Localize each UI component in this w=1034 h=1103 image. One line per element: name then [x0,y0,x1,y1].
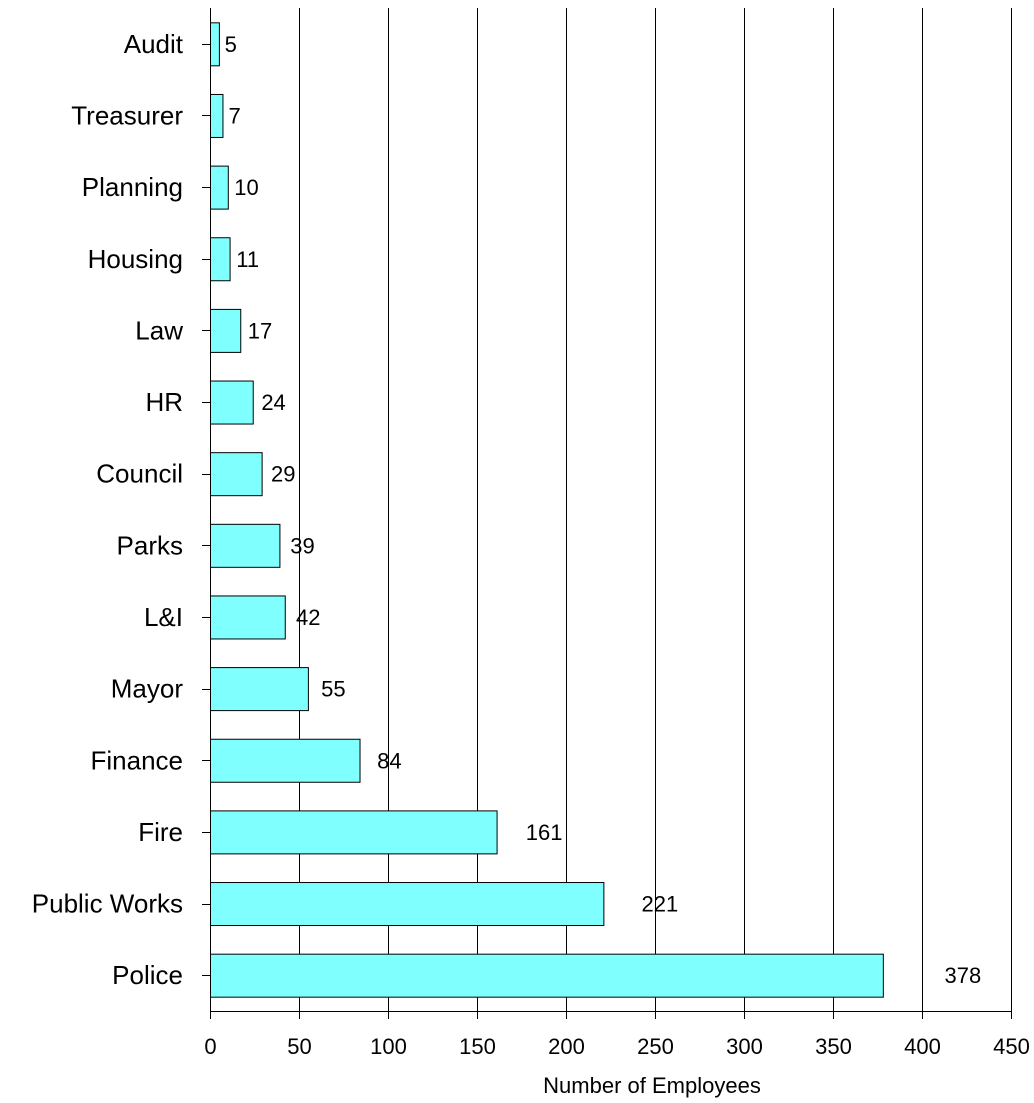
x-tick-label: 0 [204,1034,216,1059]
category-label: Fire [138,817,183,847]
category-label: Mayor [111,674,184,704]
data-label: 29 [271,462,295,487]
category-label: Police [112,960,183,990]
category-label: Parks [117,530,183,560]
x-tick-label: 450 [993,1034,1030,1059]
x-tick-label: 50 [287,1034,311,1059]
data-label: 55 [321,677,345,702]
category-label: HR [145,387,183,417]
x-tick-label: 150 [459,1034,496,1059]
x-tick-label: 350 [815,1034,852,1059]
bar [210,738,361,783]
bar [210,595,286,640]
data-label: 378 [945,963,982,988]
data-label: 39 [290,533,314,558]
bars [210,22,884,998]
category-label: Housing [88,244,183,274]
x-tick-label: 400 [904,1034,941,1059]
category-label: Treasurer [71,100,183,130]
gridlines [299,8,1012,1011]
bar [210,22,220,67]
category-label: L&I [144,602,183,632]
category-label: Planning [82,172,183,202]
bar [210,523,281,568]
data-label: 5 [225,32,237,57]
category-label: Council [96,459,183,489]
category-label: Audit [124,29,184,59]
bar [210,165,229,210]
data-label: 221 [642,892,679,917]
bar [210,667,309,712]
data-label: 161 [526,820,563,845]
bar [210,810,498,855]
labels: Audit 5 Treasurer 7 Planning 10 Housing 11 Law 17… [32,29,1030,1059]
data-label: 7 [229,103,241,128]
bar [210,452,263,497]
x-tick-label: 300 [726,1034,763,1059]
data-label: 24 [261,390,285,415]
data-label: 10 [234,175,258,200]
x-tick-label: 200 [548,1034,585,1059]
category-label: Finance [91,745,184,775]
axes [202,8,1012,1019]
x-tick-label: 100 [370,1034,407,1059]
bar [210,380,254,425]
data-label: 17 [248,318,272,343]
bar [210,93,224,138]
category-label: Law [135,315,183,345]
x-axis-title: Number of Employees [543,1073,761,1098]
category-label: Public Works [32,889,183,919]
data-label: 11 [236,247,259,272]
x-tick-label: 250 [637,1034,674,1059]
data-label: 84 [377,748,401,773]
data-label: 42 [296,605,320,630]
bar [210,308,242,353]
bar [210,237,231,282]
bar [210,882,605,927]
bar [210,953,884,998]
